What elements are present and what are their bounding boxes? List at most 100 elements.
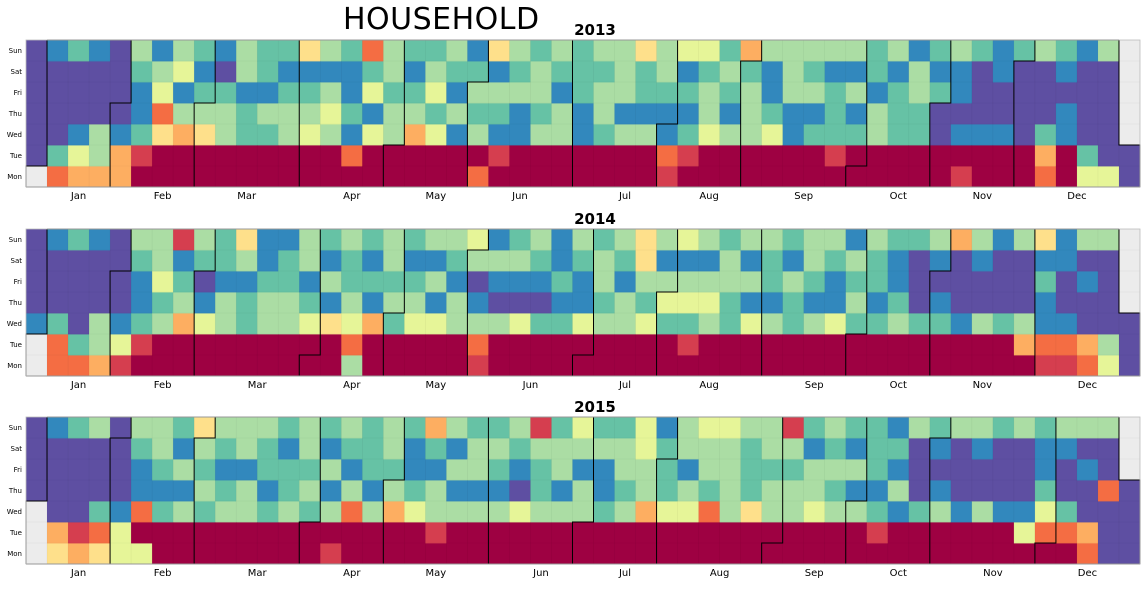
day-cell	[68, 417, 90, 439]
day-cell	[824, 459, 847, 481]
day-cell	[929, 82, 952, 104]
day-cell	[761, 417, 784, 439]
month-tick-label: Feb	[154, 380, 172, 391]
day-cell	[1013, 229, 1036, 251]
day-cell	[425, 292, 447, 314]
day-cell	[971, 292, 994, 314]
day-cell	[68, 271, 90, 293]
day-cell	[740, 271, 763, 293]
day-cell	[194, 417, 216, 439]
month-tick-label: May	[426, 191, 447, 202]
day-cell	[446, 124, 468, 146]
day-cell	[551, 438, 573, 460]
day-cell	[572, 61, 594, 83]
day-cell	[110, 355, 132, 377]
day-cell	[68, 459, 90, 481]
day-cell	[866, 124, 889, 146]
day-cell	[47, 459, 69, 481]
month-tick-label: Oct	[890, 380, 907, 391]
day-cell	[971, 250, 994, 272]
day-cell	[572, 480, 594, 502]
day-cell	[47, 438, 69, 460]
day-cell	[257, 82, 279, 104]
day-cell	[404, 438, 426, 460]
day-cell	[803, 543, 826, 565]
day-cell	[362, 501, 384, 523]
day-cell	[908, 417, 931, 439]
day-cell	[803, 334, 826, 356]
day-cell	[887, 40, 910, 62]
day-cell	[950, 459, 973, 481]
day-cell	[1118, 355, 1141, 377]
day-cell	[362, 417, 384, 439]
day-cell	[824, 438, 847, 460]
month-boundary	[382, 40, 405, 187]
day-cell	[530, 103, 552, 125]
day-cell	[383, 40, 405, 62]
day-cell	[68, 438, 90, 460]
day-cell	[467, 501, 489, 523]
day-cell	[572, 271, 594, 293]
day-cell	[1013, 480, 1036, 502]
day-cell	[887, 480, 910, 502]
day-cell	[551, 459, 573, 481]
day-cell	[362, 334, 384, 356]
day-cell	[803, 417, 826, 439]
day-cell	[992, 292, 1015, 314]
day-cell	[698, 145, 721, 167]
day-cell	[467, 334, 489, 356]
day-cell	[551, 229, 573, 251]
day-cell	[635, 438, 657, 460]
day-cell	[950, 313, 973, 335]
day-cell	[572, 103, 594, 125]
day-cell	[866, 543, 889, 565]
day-cell	[950, 355, 973, 377]
day-cell	[362, 145, 384, 167]
day-cell	[1097, 250, 1120, 272]
day-cell	[971, 334, 994, 356]
day-cell	[404, 355, 426, 377]
day-cell	[110, 480, 132, 502]
day-cell	[950, 229, 973, 251]
day-cell	[299, 355, 321, 377]
day-cell	[278, 82, 300, 104]
day-cell	[950, 271, 973, 293]
day-cell	[341, 334, 363, 356]
day-cell	[68, 124, 90, 146]
day-cell	[929, 334, 952, 356]
day-cell	[992, 82, 1015, 104]
day-cell	[530, 480, 552, 502]
day-cell	[824, 145, 847, 167]
day-cell	[26, 229, 48, 251]
day-cell	[530, 438, 552, 460]
day-cell	[467, 82, 489, 104]
day-cell	[257, 40, 279, 62]
day-cell	[194, 438, 216, 460]
day-cell	[362, 82, 384, 104]
day-cell	[593, 417, 615, 439]
day-cell	[173, 229, 195, 251]
day-cell	[656, 250, 678, 272]
day-cell	[551, 145, 573, 167]
day-cell	[194, 522, 216, 544]
day-cell	[824, 355, 847, 377]
day-cell	[215, 166, 237, 188]
day-cell	[1055, 459, 1078, 481]
day-cell	[719, 480, 742, 502]
day-cell	[1034, 166, 1057, 188]
day-cell	[971, 145, 994, 167]
day-cell	[1013, 103, 1036, 125]
day-cell	[236, 313, 258, 335]
day-cell	[656, 82, 678, 104]
day-cell	[26, 438, 48, 460]
day-cell	[236, 229, 258, 251]
day-cell	[950, 82, 973, 104]
day-cell	[803, 501, 826, 523]
day-cell	[446, 355, 468, 377]
day-cell	[971, 82, 994, 104]
day-cell	[635, 229, 657, 251]
day-cell	[320, 61, 342, 83]
month-boundary	[382, 229, 405, 376]
day-cell	[215, 522, 237, 544]
day-cell	[1034, 334, 1057, 356]
